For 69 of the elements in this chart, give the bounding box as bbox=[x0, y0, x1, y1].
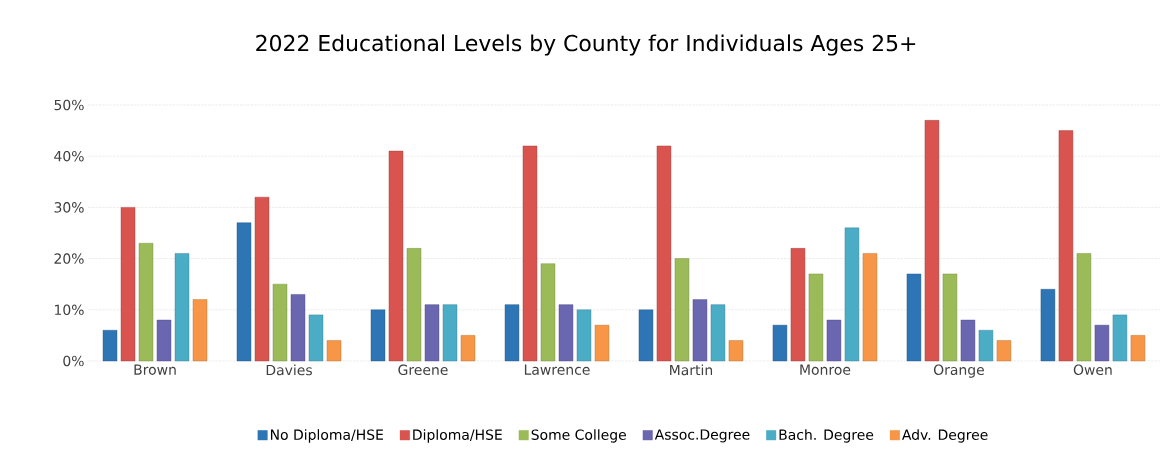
bar bbox=[290, 294, 306, 362]
bar bbox=[236, 222, 252, 362]
bar bbox=[1112, 314, 1128, 362]
x-tick-label: Lawrence bbox=[524, 364, 590, 375]
y-tick-label: 50% bbox=[54, 99, 84, 111]
bar bbox=[844, 227, 860, 362]
bar bbox=[978, 330, 994, 362]
legend-label: Some College bbox=[531, 429, 626, 443]
bar bbox=[504, 304, 520, 362]
bar bbox=[1094, 324, 1110, 362]
x-tick-label: Greene bbox=[398, 364, 448, 376]
legend-label: Assoc.Degree bbox=[654, 429, 750, 443]
bar bbox=[192, 299, 208, 362]
bar bbox=[960, 319, 976, 362]
bar bbox=[120, 207, 136, 362]
bar bbox=[1040, 289, 1056, 362]
bar bbox=[576, 309, 592, 362]
bar bbox=[1058, 130, 1074, 362]
bar bbox=[406, 248, 422, 362]
bar bbox=[942, 273, 958, 362]
bar bbox=[460, 335, 476, 362]
bar bbox=[522, 145, 538, 362]
bar bbox=[790, 248, 806, 362]
bar bbox=[254, 196, 270, 362]
bar bbox=[638, 309, 654, 362]
y-tick-label: 0% bbox=[63, 355, 84, 367]
bar bbox=[674, 258, 690, 362]
y-tick-label: 40% bbox=[54, 150, 84, 162]
bar bbox=[710, 304, 726, 362]
y-tick-label: 30% bbox=[54, 202, 84, 213]
x-tick-label: Davies bbox=[266, 364, 312, 376]
x-tick-label: Brown bbox=[134, 364, 176, 375]
chart-title: 2022 Educational Levels by County for Individuals Ages 25+ bbox=[256, 34, 916, 56]
bar bbox=[442, 304, 458, 362]
legend-label: Bach. Degree bbox=[779, 429, 874, 443]
bar bbox=[326, 340, 342, 362]
bar bbox=[174, 253, 190, 362]
bar bbox=[862, 253, 878, 362]
bar bbox=[1076, 253, 1092, 362]
x-tick-label: Monroe bbox=[800, 364, 851, 375]
bar bbox=[388, 150, 404, 362]
bar bbox=[424, 304, 440, 362]
bar bbox=[138, 243, 154, 362]
legend-label: Adv. Degree bbox=[902, 429, 988, 443]
x-tick-label: Orange bbox=[933, 364, 984, 378]
bar bbox=[808, 273, 824, 362]
bar bbox=[826, 319, 842, 362]
bar bbox=[272, 283, 288, 362]
legend-label: No Diploma/HSE bbox=[270, 429, 383, 443]
bar bbox=[692, 299, 708, 362]
bar bbox=[102, 330, 118, 362]
bar bbox=[656, 145, 672, 362]
y-tick-label: 10% bbox=[55, 304, 84, 316]
bar bbox=[540, 263, 556, 362]
bar bbox=[728, 340, 744, 362]
bar bbox=[370, 309, 386, 362]
bar bbox=[594, 324, 610, 362]
x-tick-label: Martin bbox=[670, 364, 713, 376]
bar bbox=[924, 120, 940, 362]
bar bbox=[156, 319, 172, 362]
bar bbox=[772, 324, 788, 362]
legend-label: Diploma/HSE bbox=[413, 429, 502, 443]
bar bbox=[906, 273, 922, 362]
x-tick-label: Owen bbox=[1073, 364, 1112, 376]
bar bbox=[558, 304, 574, 362]
bar bbox=[1130, 335, 1146, 362]
bar bbox=[996, 340, 1012, 362]
bar bbox=[308, 314, 324, 362]
y-tick-label: 20% bbox=[54, 253, 84, 264]
